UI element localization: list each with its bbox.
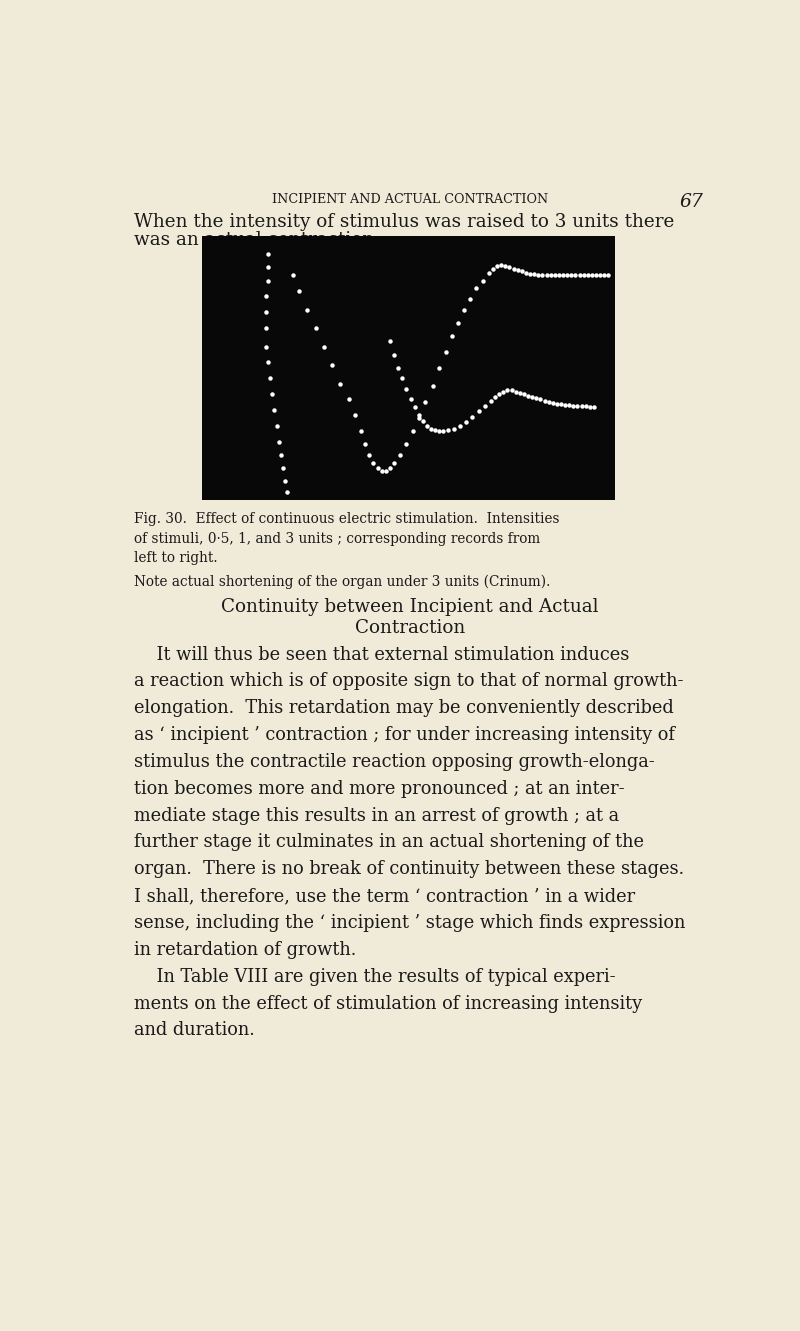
Text: tion becomes more and more pronounced ; at an inter-: tion becomes more and more pronounced ; …	[134, 780, 625, 797]
Text: elongation.  This retardation may be conveniently described: elongation. This retardation may be conv…	[134, 699, 674, 717]
Text: Note actual shortening of the organ under 3 units (Crinum).: Note actual shortening of the organ unde…	[134, 575, 550, 590]
Text: Fig. 30.  Effect of continuous electric stimulation.  Intensities: Fig. 30. Effect of continuous electric s…	[134, 512, 560, 526]
Text: It will thus be seen that external stimulation induces: It will thus be seen that external stimu…	[134, 646, 630, 664]
Text: further stage it culminates in an actual shortening of the: further stage it culminates in an actual…	[134, 833, 644, 852]
Text: stimulus the contractile reaction opposing growth-elonga-: stimulus the contractile reaction opposi…	[134, 753, 655, 771]
Text: left to right.: left to right.	[134, 551, 218, 566]
Text: I shall, therefore, use the term ‘ contraction ’ in a wider: I shall, therefore, use the term ‘ contr…	[134, 888, 635, 905]
Text: 67: 67	[680, 193, 703, 210]
Text: a reaction which is of opposite sign to that of normal growth-: a reaction which is of opposite sign to …	[134, 672, 683, 691]
Text: ments on the effect of stimulation of increasing intensity: ments on the effect of stimulation of in…	[134, 994, 642, 1013]
Text: Continuity between Incipient and Actual: Continuity between Incipient and Actual	[222, 599, 598, 616]
Text: INCIPIENT AND ACTUAL CONTRACTION: INCIPIENT AND ACTUAL CONTRACTION	[272, 193, 548, 205]
Text: When the intensity of stimulus was raised to 3 units there: When the intensity of stimulus was raise…	[134, 213, 674, 232]
Text: sense, including the ‘ incipient ’ stage which finds expression: sense, including the ‘ incipient ’ stage…	[134, 914, 686, 932]
Text: In Table VIII are given the results of typical experi-: In Table VIII are given the results of t…	[134, 968, 616, 986]
Text: in retardation of growth.: in retardation of growth.	[134, 941, 356, 958]
Text: of stimuli, 0·5, 1, and 3 units ; corresponding records from: of stimuli, 0·5, 1, and 3 units ; corres…	[134, 532, 540, 546]
Text: and duration.: and duration.	[134, 1021, 255, 1040]
Text: was an actual contraction.: was an actual contraction.	[134, 232, 380, 249]
Text: as ‘ incipient ’ contraction ; for under increasing intensity of: as ‘ incipient ’ contraction ; for under…	[134, 727, 675, 744]
Text: organ.  There is no break of continuity between these stages.: organ. There is no break of continuity b…	[134, 860, 684, 878]
Text: Contraction: Contraction	[355, 619, 465, 636]
Text: mediate stage this results in an arrest of growth ; at a: mediate stage this results in an arrest …	[134, 807, 619, 825]
Bar	[202, 236, 614, 500]
